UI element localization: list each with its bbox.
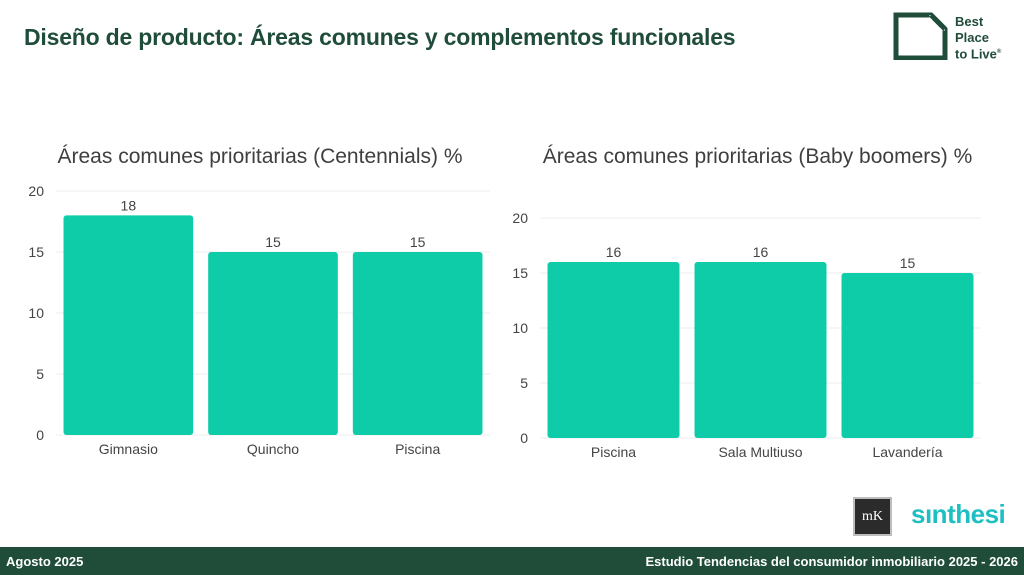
footer-date: Agosto 2025 — [6, 554, 84, 569]
data-label: 15 — [265, 234, 281, 250]
chart-plot: 0 5 10 15 20 16 Piscina 16 Sala Multiuso 15 Lavand… — [512, 210, 981, 460]
y-tick-label: 5 — [36, 366, 44, 382]
bar — [352, 252, 483, 435]
synthesi-logo: sınthesi — [911, 499, 1006, 529]
mk-logo: mK — [853, 497, 892, 536]
x-category-label: Quincho — [247, 441, 299, 457]
y-tick-label: 15 — [28, 244, 44, 260]
y-tick-label: 20 — [28, 183, 44, 199]
x-category-label: Piscina — [395, 441, 440, 457]
bar — [208, 252, 338, 435]
chart-title: Áreas comunes prioritarias (Baby boomers… — [542, 145, 973, 168]
x-category-label: Lavandería — [872, 444, 942, 460]
brand-line-2: Place — [955, 29, 989, 45]
y-tick-label: 10 — [28, 305, 44, 321]
x-category-label: Sala Multiuso — [718, 444, 802, 460]
data-label: 16 — [753, 244, 769, 260]
brand-name: Best Place to Live® — [955, 14, 1001, 62]
data-label: 16 — [606, 244, 622, 260]
y-tick-label: 15 — [512, 265, 528, 281]
chart-title: Áreas comunes prioritarias (Centennials)… — [57, 145, 463, 168]
data-label: 18 — [121, 197, 137, 213]
chart-plot: 0 5 10 15 20 18 Gimnasio 15 Quincho 15 Piscina — [28, 183, 490, 457]
y-tick-label: 0 — [36, 427, 44, 443]
y-tick-label: 20 — [512, 210, 528, 226]
x-category-label: Piscina — [591, 444, 636, 460]
data-label: 15 — [410, 234, 426, 250]
best-place-to-live-logo: Best Place to Live® — [893, 12, 1018, 64]
chart-baby-boomers: Áreas comunes prioritarias (Baby boomers… — [505, 143, 1010, 473]
y-tick-label: 0 — [520, 430, 528, 446]
footer: Agosto 2025 Estudio Tendencias del consu… — [0, 547, 1024, 575]
page-title: Diseño de producto: Áreas comunes y comp… — [24, 24, 736, 50]
brand-line-3: to Live® — [955, 46, 1002, 62]
bar — [547, 262, 680, 438]
bar — [841, 273, 974, 438]
x-category-label: Gimnasio — [99, 441, 158, 457]
chart-centennials: Áreas comunes prioritarias (Centennials)… — [20, 143, 500, 473]
house-outline-icon — [893, 12, 948, 60]
bar — [694, 262, 827, 438]
bar — [63, 215, 194, 435]
y-tick-label: 10 — [512, 320, 528, 336]
registered-mark: ® — [996, 49, 1002, 55]
footer-study-title: Estudio Tendencias del consumidor inmobi… — [645, 554, 1018, 569]
y-tick-label: 5 — [520, 375, 528, 391]
brand-line-1: Best — [955, 14, 984, 29]
data-label: 15 — [900, 255, 916, 271]
